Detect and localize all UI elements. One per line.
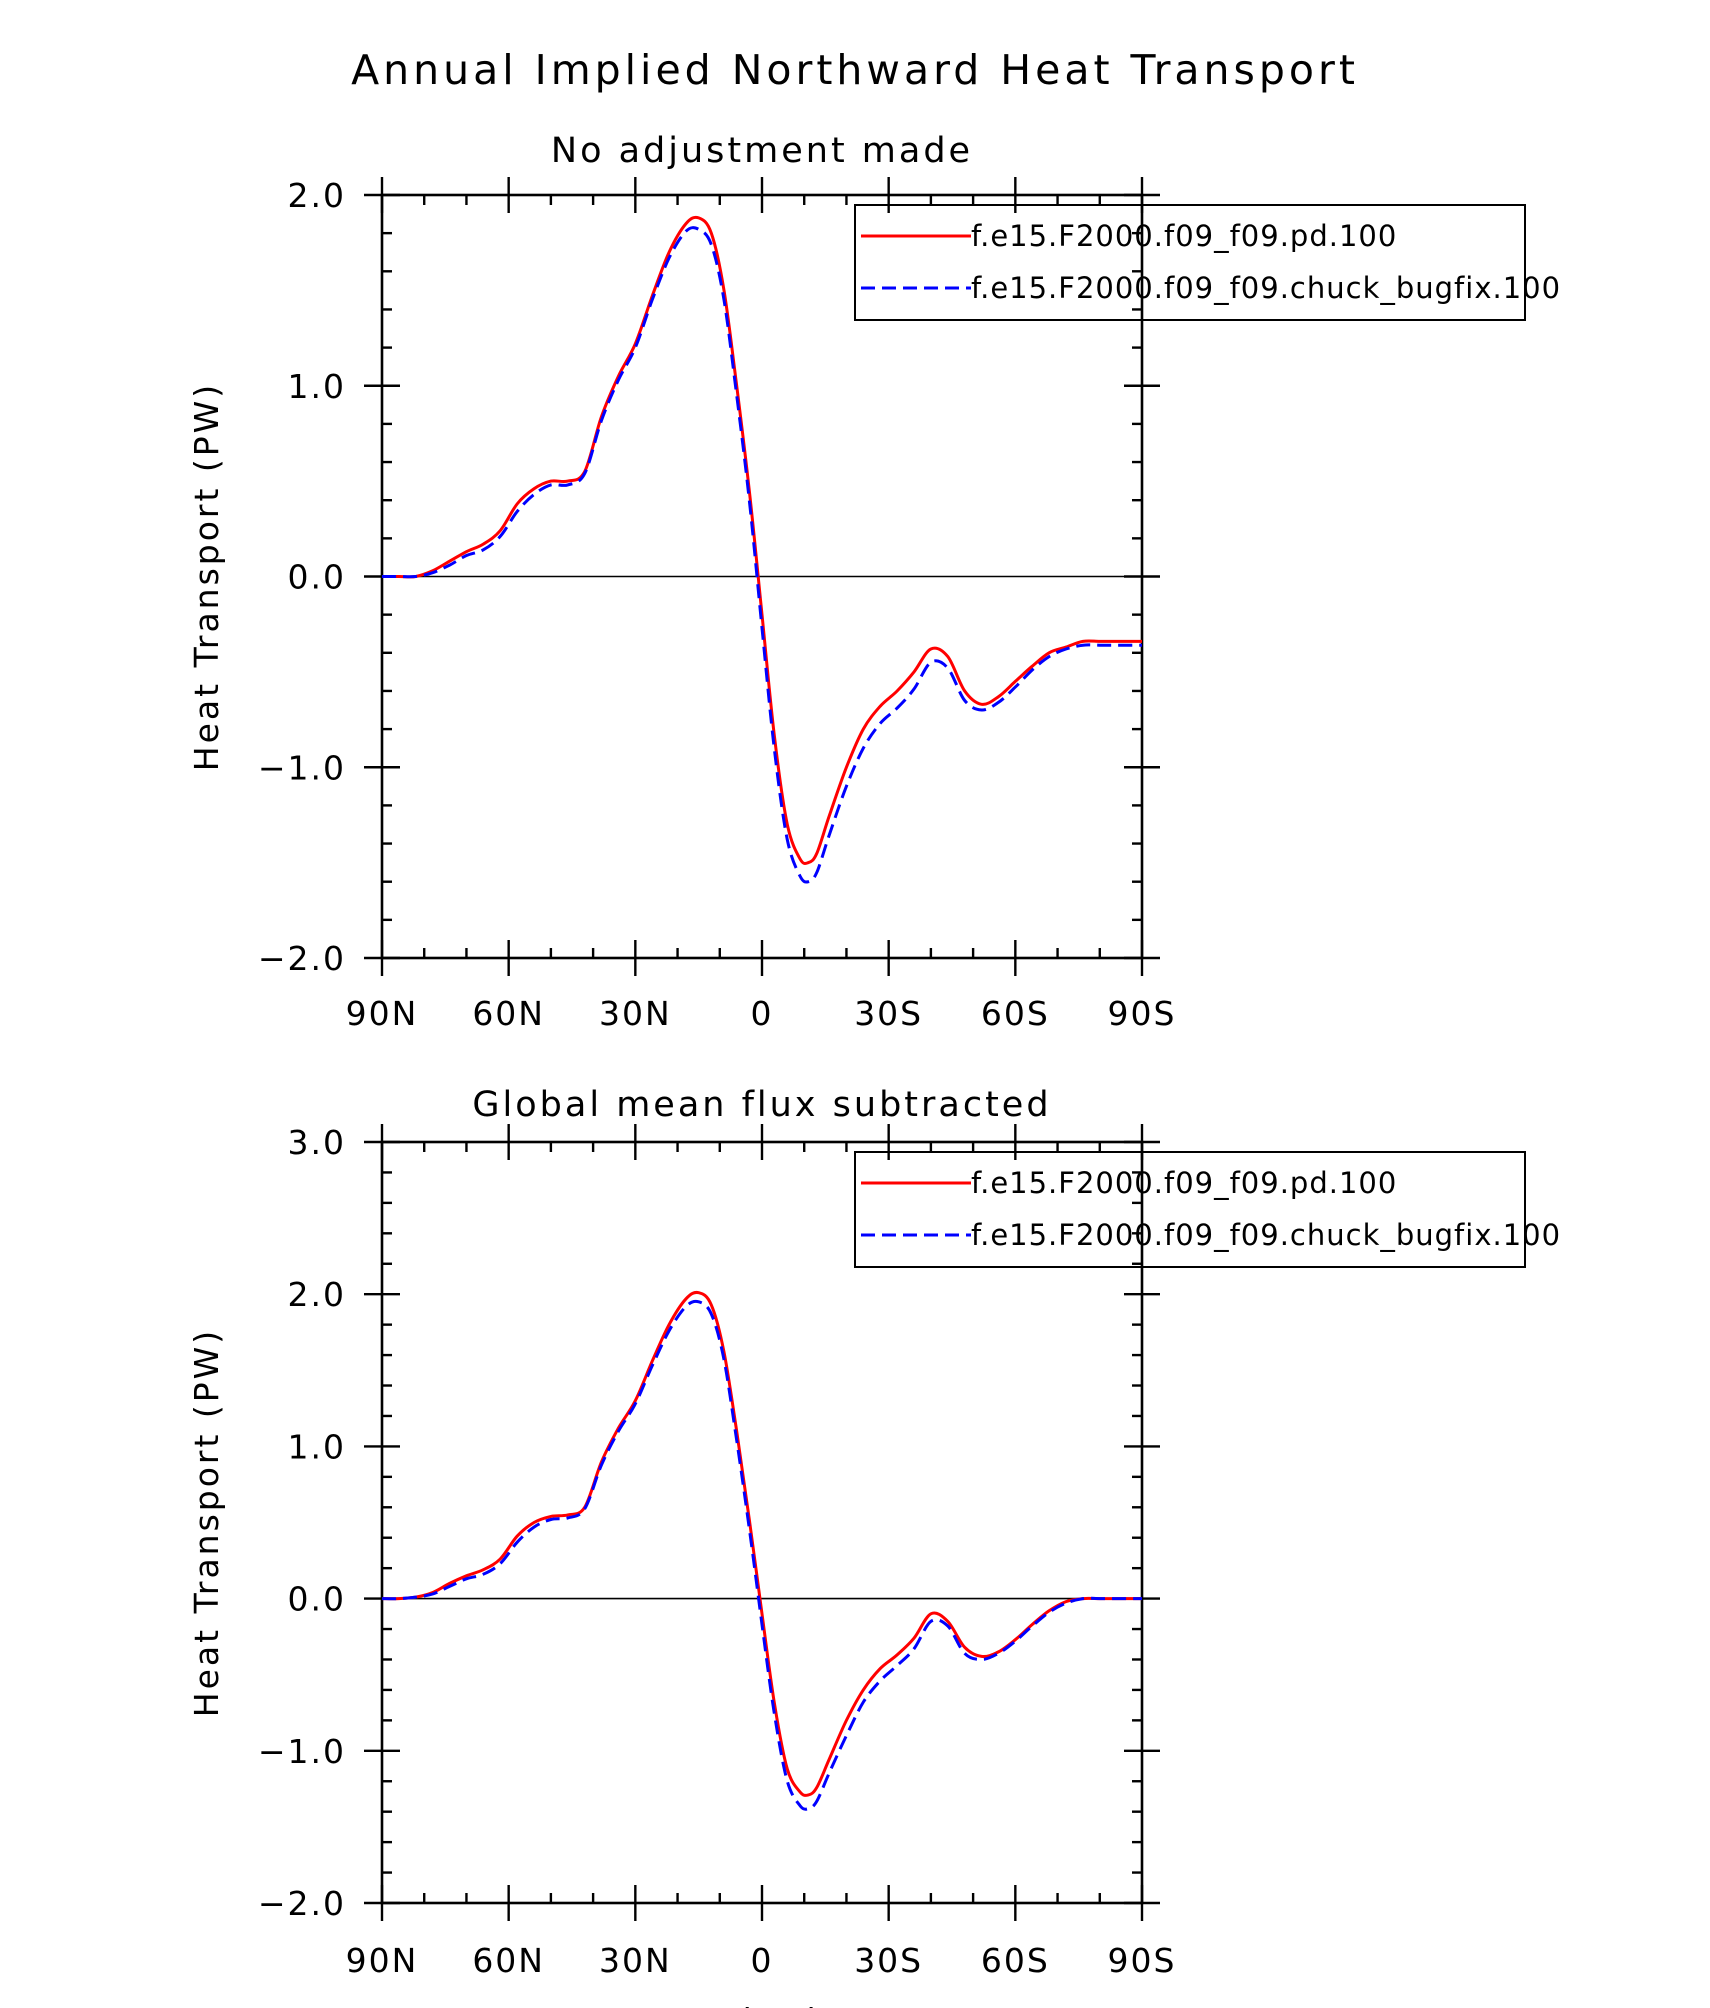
legend-label-1: f.e15.F2000.f09_f09.pd.100 <box>971 1166 1397 1200</box>
x-tick-label: 30N <box>599 994 672 1033</box>
y-tick-label: 2.0 <box>288 176 346 215</box>
x-tick-label: 30N <box>599 1941 672 1980</box>
x-tick-label: 0 <box>751 994 774 1033</box>
x-tick-label: 90S <box>1108 994 1177 1033</box>
series-line-2 <box>381 226 1142 884</box>
x-tick-label: 60N <box>472 994 545 1033</box>
legend-box <box>854 1151 1526 1268</box>
x-tick-label: 60S <box>981 994 1050 1033</box>
x-tick-label: 30S <box>854 1941 923 1980</box>
y-tick-label: −2.0 <box>258 1884 346 1923</box>
y-tick-label: 0.0 <box>288 1580 346 1619</box>
y-tick-label: 0.0 <box>288 558 346 597</box>
y-tick-label: −1.0 <box>258 1732 346 1771</box>
chart-subtitle: No adjustment made <box>551 131 973 171</box>
x-tick-label: 90N <box>346 1941 419 1980</box>
figure-title: Annual Implied Northward Heat Transport <box>351 46 1359 94</box>
chart-subtitle: Global mean flux subtracted <box>472 1085 1051 1125</box>
legend-label-2: f.e15.F2000.f09_f09.chuck_bugfix.100 <box>971 271 1561 305</box>
legend-box <box>854 204 1526 321</box>
y-tick-label: −2.0 <box>258 939 346 978</box>
chart-panel-bottom: Global mean flux subtracted 90N 60N 30N 0 30S… <box>187 1085 1561 2008</box>
y-tick-label: 2.0 <box>288 1275 346 1314</box>
x-tick-label: 60S <box>981 1941 1050 1980</box>
x-tick-label: 0 <box>751 1941 774 1980</box>
x-tick-label: 90N <box>346 994 419 1033</box>
series-line-2 <box>381 1299 1142 1811</box>
y-tick-label: 1.0 <box>288 1427 346 1466</box>
x-tick-label: 60N <box>472 1941 545 1980</box>
series-line-1 <box>381 215 1142 866</box>
x-tick-label: 90S <box>1108 1941 1177 1980</box>
x-axis-label: Latitude <box>682 2001 842 2008</box>
y-axis-label: Heat Transport (PW) <box>187 382 226 771</box>
y-tick-label: 1.0 <box>288 367 346 406</box>
legend-label-1: f.e15.F2000.f09_f09.pd.100 <box>971 219 1397 253</box>
y-tick-label: −1.0 <box>258 748 346 787</box>
y-tick-label: 3.0 <box>288 1123 346 1162</box>
y-axis-label: Heat Transport (PW) <box>187 1328 226 1717</box>
chart-panel-top: No adjustment made 90N 60N 30N 0 30S 60S 90S 2.0… <box>187 131 1561 1033</box>
x-tick-label: 30S <box>854 994 923 1033</box>
legend-label-2: f.e15.F2000.f09_f09.chuck_bugfix.100 <box>971 1218 1561 1252</box>
